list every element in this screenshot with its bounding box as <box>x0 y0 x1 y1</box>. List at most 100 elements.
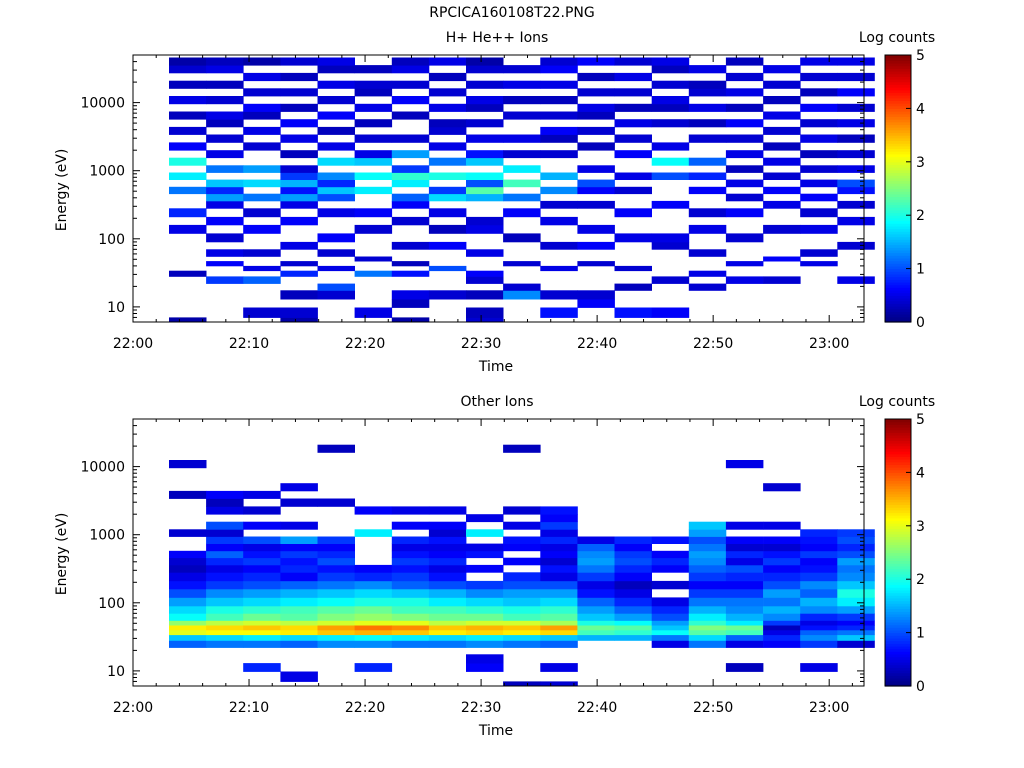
heatmap-cell <box>280 88 318 97</box>
heatmap-cell <box>577 88 615 97</box>
heatmap-cell <box>206 96 244 105</box>
heatmap-cell <box>243 193 281 202</box>
heatmap-cell <box>280 193 318 202</box>
heatmap-cell <box>243 543 281 552</box>
heatmap-cell <box>317 550 355 559</box>
axes-frame <box>132 54 865 323</box>
heatmap-cell <box>206 276 244 284</box>
heatmap-cell <box>688 536 727 544</box>
colorbar-swatch <box>885 300 911 304</box>
heatmap-cell <box>206 572 244 582</box>
heatmap-cell <box>280 580 318 590</box>
heatmap-cell <box>169 80 207 89</box>
heatmap-cell <box>280 625 318 631</box>
colorbar-swatch <box>885 640 911 644</box>
heatmap-cell <box>800 640 838 648</box>
heatmap-cell <box>688 613 727 621</box>
heatmap-cell <box>317 588 355 598</box>
heatmap-cell <box>800 629 838 636</box>
heatmap-cell <box>280 564 318 573</box>
heatmap-cell <box>837 134 875 143</box>
heatmap-cell <box>169 460 207 469</box>
heatmap-cell <box>206 498 244 507</box>
heatmap-cell <box>540 514 578 523</box>
colorbar-swatch <box>885 525 911 530</box>
y-tick-label: 1000 <box>89 528 125 544</box>
colorbar-swatch <box>885 63 911 67</box>
colorbar-swatch <box>885 271 911 275</box>
heatmap-cell <box>317 564 355 573</box>
heatmap-cell <box>651 172 690 180</box>
heatmap-cell <box>428 572 467 582</box>
heatmap-cell <box>317 290 355 300</box>
heatmap-cell <box>651 65 690 74</box>
colorbar-swatch <box>885 576 911 580</box>
heatmap-cell <box>466 224 504 234</box>
heatmap-cell <box>800 543 838 552</box>
heatmap-cell <box>317 597 355 607</box>
heatmap-cell <box>280 521 318 530</box>
heatmap-cell <box>540 126 578 135</box>
colorbar-swatch <box>885 563 911 567</box>
heatmap-cell <box>651 613 690 621</box>
heatmap-cell <box>243 521 281 530</box>
heatmap-cells <box>169 444 875 687</box>
heatmap-cell <box>540 241 578 250</box>
colorbar-swatch <box>885 231 911 235</box>
heatmap-cell <box>466 216 504 226</box>
colorbar-tick-label: 1 <box>916 262 925 278</box>
colorbar-tick-label: 4 <box>916 465 925 481</box>
heatmap-cell <box>800 72 838 82</box>
colorbar-swatch <box>885 629 911 634</box>
colorbar-swatch <box>885 504 911 508</box>
heatmap-cell <box>577 224 615 234</box>
heatmap-cell <box>577 597 615 607</box>
heatmap-cell <box>206 536 244 544</box>
heatmap-cell <box>317 233 355 243</box>
colorbar-swatch <box>885 459 911 463</box>
colorbar-swatch <box>885 249 911 254</box>
colorbar-swatch <box>885 76 911 80</box>
heatmap-cell <box>688 580 727 590</box>
heatmap-cell <box>577 165 615 173</box>
heatmap-cell <box>206 65 244 74</box>
heatmap-cell <box>763 588 801 598</box>
heatmap-cell <box>169 270 207 277</box>
heatmap-cell <box>688 629 727 636</box>
heatmap-cell <box>280 216 318 226</box>
heatmap-cell <box>391 80 430 89</box>
colorbar-swatch <box>885 92 911 96</box>
heatmap-cell <box>169 208 207 218</box>
heatmap-cell <box>837 605 875 614</box>
heatmap-cell <box>354 529 393 537</box>
heatmap-cell <box>837 103 875 112</box>
colorbar-frame <box>884 418 912 687</box>
colorbar-swatch <box>885 448 911 452</box>
colorbar-swatch <box>885 124 911 128</box>
heatmap-cell <box>280 640 318 648</box>
heatmap-cell <box>354 597 393 607</box>
heatmap-cell <box>763 629 801 636</box>
y-ticks: 10 100 1000 10000 <box>80 418 864 687</box>
colorbar-swatch <box>885 637 911 642</box>
heatmap-cell <box>391 57 430 66</box>
heatmap-cell <box>540 134 578 143</box>
heatmap-cell <box>428 597 467 607</box>
heatmap-cell <box>763 564 801 573</box>
heatmap-cell <box>688 88 727 97</box>
colorbar-swatch <box>885 597 911 602</box>
heatmap-cell <box>651 142 690 151</box>
heatmap-cell <box>725 165 764 173</box>
colorbar-swatch <box>885 268 911 272</box>
heatmap-cell <box>614 580 652 590</box>
colorbar-tick-label: 2 <box>916 572 925 588</box>
colorbar-swatch <box>885 151 911 155</box>
colorbar-tick-label: 3 <box>916 155 925 171</box>
colorbar-swatch <box>885 100 911 104</box>
heatmap-cell <box>206 111 244 120</box>
colorbar-swatch <box>885 191 911 195</box>
heatmap-cell <box>577 557 615 566</box>
heatmap-cell <box>614 208 652 218</box>
heatmap-cell <box>837 276 875 284</box>
colorbar-swatch <box>885 507 911 511</box>
